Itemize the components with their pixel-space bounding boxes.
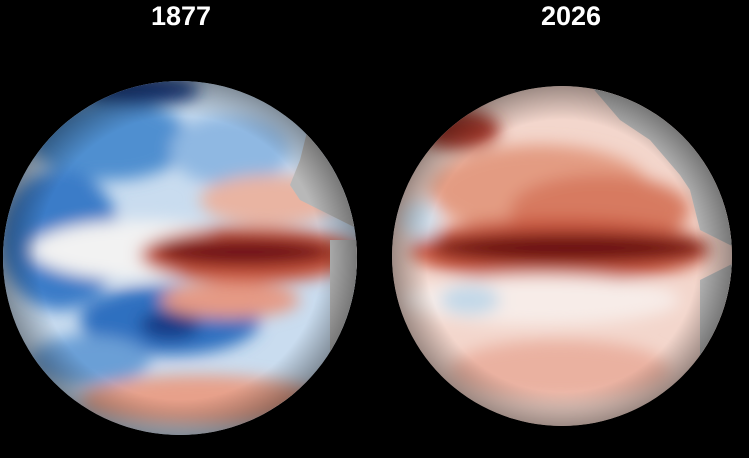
panel-title: 2026 [541, 1, 601, 31]
globe-1877 [3, 81, 357, 435]
panel-title: 1877 [151, 1, 211, 31]
globe-2026 [392, 86, 732, 426]
